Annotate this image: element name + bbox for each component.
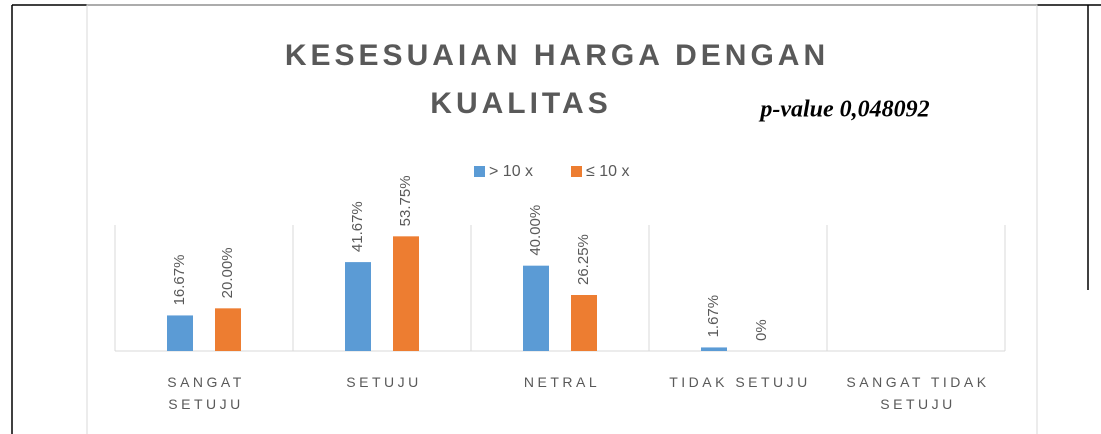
data-label: 20.00% — [219, 247, 236, 298]
data-label: 53.75% — [397, 175, 414, 226]
bar — [701, 347, 727, 351]
x-tick-label: SANGAT SETUJU — [167, 374, 245, 412]
legend-swatch — [474, 166, 485, 177]
data-label: 40.00% — [527, 205, 544, 256]
data-label: 0% — [753, 319, 770, 341]
data-label: 26.25% — [575, 234, 592, 285]
bar — [345, 262, 371, 351]
bar — [393, 236, 419, 351]
chart-title: KESESUAIAN HARGA DENGAN — [285, 39, 829, 72]
x-tick-label: TIDAK SETUJU — [669, 374, 811, 390]
data-label: 1.67% — [705, 295, 722, 338]
data-label: 41.67% — [349, 201, 366, 252]
x-tick-label: SANGAT TIDAK SETUJU — [846, 374, 990, 412]
legend-swatch — [571, 166, 582, 177]
bar — [215, 308, 241, 351]
legend-label: ≤ 10 x — [586, 163, 629, 180]
bar — [523, 265, 549, 351]
data-label: 16.67% — [171, 255, 188, 306]
chart-title: KUALITAS — [430, 87, 611, 120]
x-tick-label: SETUJU — [346, 374, 422, 390]
bar — [571, 295, 597, 351]
annotation: p-value 0,048092 — [758, 97, 929, 123]
legend-label: > 10 x — [489, 163, 533, 180]
bar — [167, 315, 193, 351]
x-tick-label: NETRAL — [523, 374, 601, 390]
chart-area — [86, 4, 1038, 434]
